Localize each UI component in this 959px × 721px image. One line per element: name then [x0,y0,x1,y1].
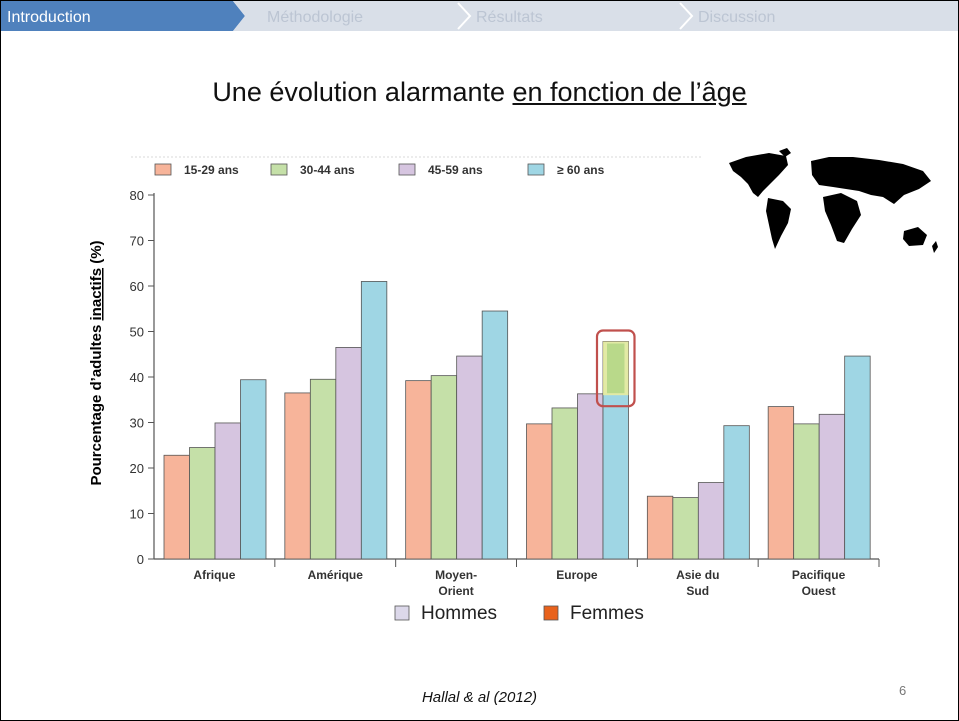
citation: Hallal & al (2012) [421,689,538,706]
nav-active-segment [1,1,245,31]
page-number: 6 [899,683,907,698]
world-map-icon [729,148,938,253]
bar-≥ 60 ans [481,310,509,560]
bar-30-44 ans [672,497,699,560]
bar-45-59 ans [697,482,725,560]
x-tick-label: Amérique [308,568,364,582]
bar-45-59 ans [456,355,483,560]
legend-label: ≥ 60 ans [557,163,605,177]
bar-30-44 ans [551,407,578,560]
x-tick-label: Sud [686,584,709,598]
bar-30-44 ans [189,447,216,560]
title-text: Une évolution alarmante [212,77,513,107]
nav-chevron-icon [457,2,472,30]
x-tick-label: Europe [556,568,598,582]
y-tick-label: 0 [137,552,144,567]
bar-45-59 ans [577,393,604,560]
nav-item-resultats[interactable]: Résultats [476,9,543,26]
title-underlined-text: en fonction de l’âge [512,77,747,107]
bar-≥ 60 ans [240,379,267,560]
legend-label: 45-59 ans [428,163,483,177]
navigation-bar [1,1,958,31]
highlight-box [595,329,636,408]
bar-≥ 60 ans [723,425,750,560]
legend-label: 15-29 ans [184,163,239,177]
nav-item-methodologie[interactable]: Méthodologie [267,9,364,26]
y-tick-label: 80 [130,188,144,203]
y-axis-label: Pourcentage d’adultes inactifs (%) [88,240,105,485]
x-tick-label: Pacifique [792,568,846,582]
bar-≥ 60 ans [360,281,388,560]
legend-swatch [270,163,288,176]
y-tick-label: 60 [130,279,144,294]
x-tick-label: Orient [438,584,473,598]
legend-swatch [154,163,172,176]
bar-30-44 ans [309,378,337,560]
y-tick-label: 10 [130,507,144,522]
bar-45-59 ans [335,347,362,560]
y-tick-label: 20 [130,461,144,476]
bottom-legend-swatch [394,605,410,621]
bar-30-44 ans [793,423,820,560]
nav-chevron-icon [679,2,694,30]
bottom-legend-label: Femmes [570,603,644,624]
slide-title: Une évolution alarmante en fonction de l… [1,77,958,108]
bar-15-29 ans [767,406,795,560]
y-tick-label: 70 [130,234,144,249]
x-tick-label: Afrique [193,568,235,582]
plot-area: 0 10 20 30 40 50 60 70 80 Pourcentage d’adultes i… [88,156,880,624]
nav-inactive-segment [233,1,958,31]
nav-item-discussion[interactable]: Discussion [698,9,776,26]
x-tick-label: Moyen- [435,568,477,582]
x-tick-label: Ouest [802,584,836,598]
bar-15-29 ans [405,380,432,560]
y-tick-label: 30 [130,416,144,431]
y-axis-label-part: Pourcentage d’adultes [88,320,105,485]
bar-45-59 ans [818,413,846,560]
bar-15-29 ans [163,454,190,560]
bar-chart: 0 10 20 30 40 50 60 70 80 Pourcentage d’adultes i… [88,148,938,624]
x-tick-label: Asie du [676,568,719,582]
legend-label: 30-44 ans [300,163,355,177]
y-tick-label: 50 [130,325,144,340]
nav-item-introduction[interactable]: Introduction [7,9,91,26]
bar-45-59 ans [214,422,241,560]
bar-30-44 ans [430,375,458,560]
y-axis-label-part: (%) [88,240,105,268]
bar-≥ 60 ans [844,355,871,560]
highlight-inner [607,343,625,394]
bar-15-29 ans [526,423,553,560]
bar-15-29 ans [284,392,311,560]
legend-swatch [398,163,416,176]
y-tick-label: 40 [130,370,144,385]
bottom-legend-swatch [543,605,559,621]
legend-swatch [527,163,545,176]
bottom-legend-label: Hommes [421,603,497,624]
bar-15-29 ans [646,495,674,560]
y-axis-label-part: inactifs [88,268,105,321]
